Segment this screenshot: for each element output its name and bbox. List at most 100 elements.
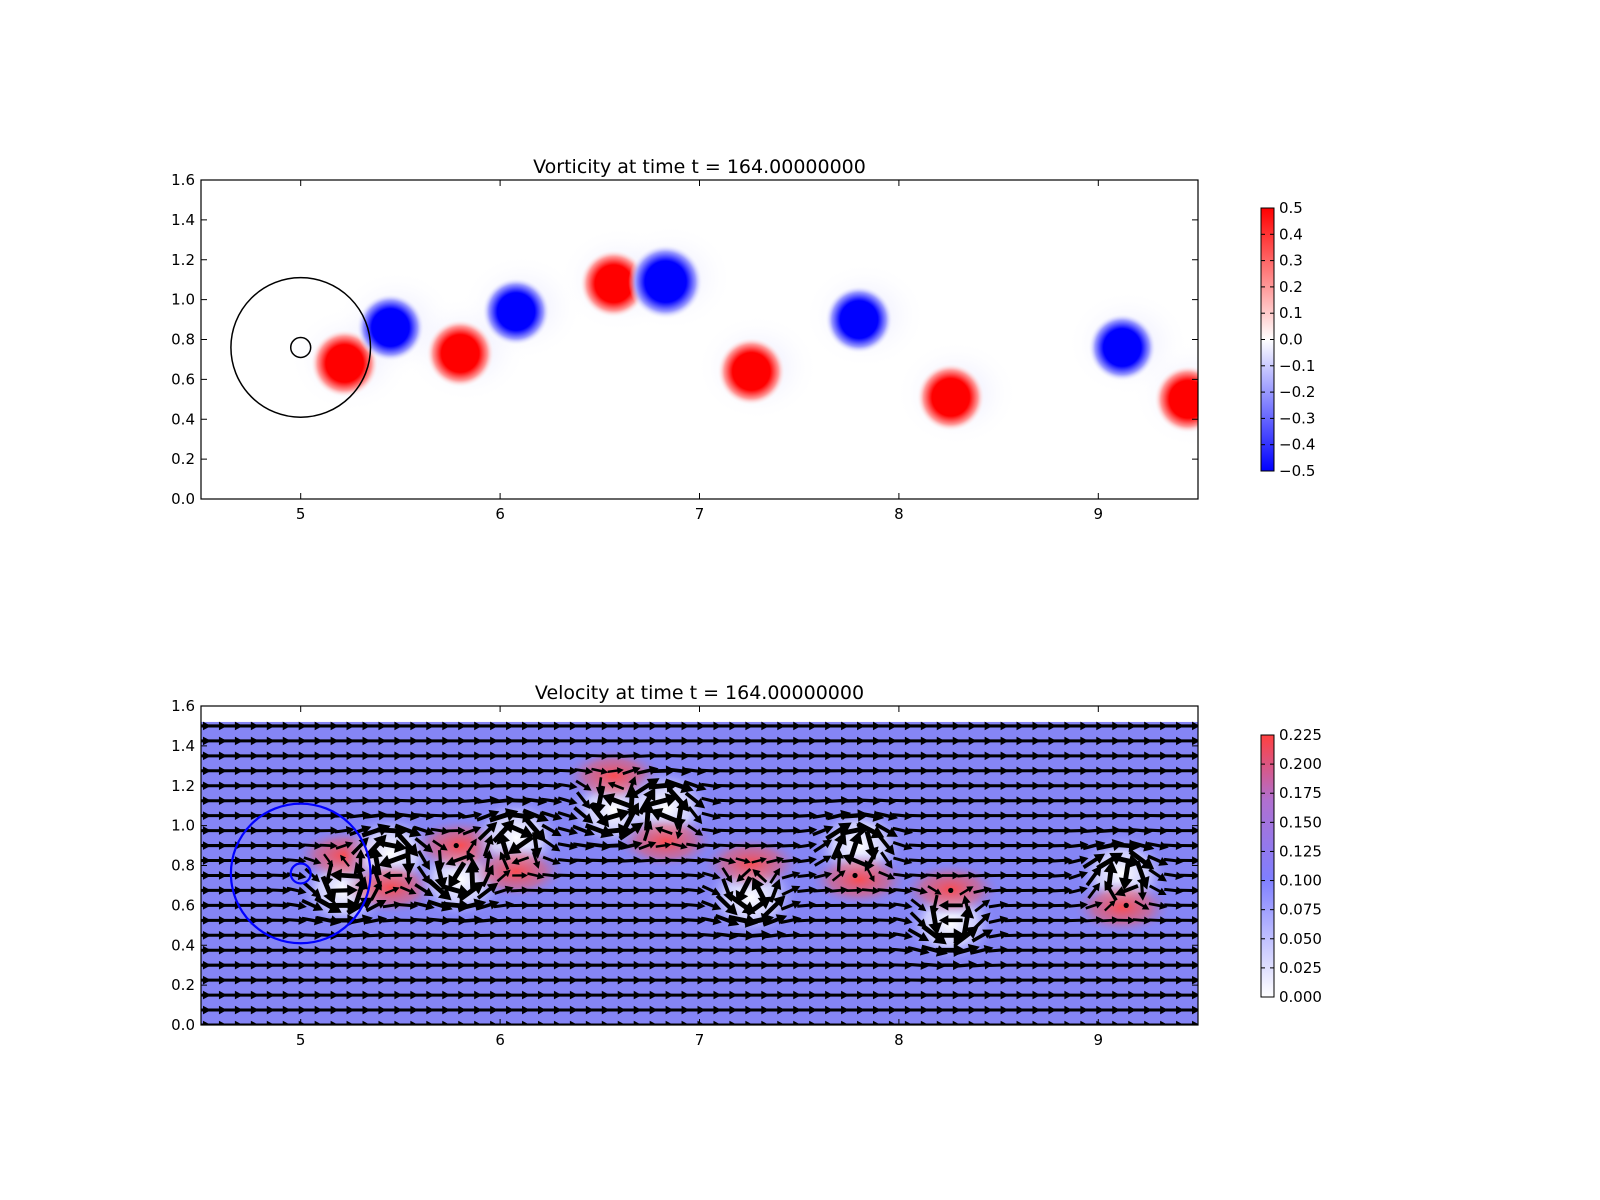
quiver-arrow [653,945,674,955]
quiver-arrow [733,721,754,731]
quiver-arrow [988,721,1009,731]
quiver-arrow [1096,839,1124,851]
quiver-arrow [201,766,211,776]
quiver-arrow [334,945,355,955]
quiver-arrow [1068,870,1089,881]
quiver-arrow [1052,811,1073,820]
quiver-arrow [334,1020,355,1025]
quiver-arrow [1004,1005,1025,1015]
quiver-arrow [350,945,371,955]
quiver-arrow [254,826,275,835]
quiver-arrow [478,751,499,761]
quiver-arrow [318,990,339,1000]
quiver-arrow [1164,930,1185,940]
quiver-arrow [590,751,610,761]
quiver-arrow [462,825,482,836]
quiver-arrow [461,796,483,805]
quiver-arrow [414,975,435,985]
quiver-arrow [350,781,371,791]
domain-circle [289,336,312,359]
quiver-arrow [669,1020,690,1025]
quiver-arrow [573,886,594,895]
quiver-arrow [1068,885,1088,895]
quiver-arrow [270,990,291,1000]
quiver-arrow [1004,901,1025,910]
quiver-arrow [864,830,879,860]
quiver-arrow [956,975,977,985]
quiver-arrow [924,1005,945,1015]
quiver-arrow [201,960,211,970]
quiver-arrow [797,796,818,805]
quiver-arrow [621,871,642,880]
quiver-arrow [892,1005,913,1015]
quiver-arrow [940,781,961,791]
quiver-arrow [972,781,993,791]
quiver-arrow [591,767,609,775]
quiver-arrow [512,872,528,879]
y-tick-label: 0.4 [171,410,195,428]
quiver-arrow [382,1005,403,1015]
quiver-arrow [315,915,342,927]
quiver-arrow [860,766,882,776]
quiver-arrow [494,721,515,731]
quiver-arrow [1164,796,1185,806]
quiver-arrow [557,871,578,880]
quiver-arrow [765,975,786,985]
quiver-arrow [430,1020,451,1025]
quiver-arrow [1132,945,1153,955]
quiver-arrow [542,838,561,852]
quiver-arrow [222,736,243,746]
quiver-arrow [605,871,626,880]
quiver-arrow [860,960,881,970]
y-tick-label: 0.4 [171,936,195,954]
quiver-arrow [527,872,545,880]
quiver-arrow [1004,856,1025,865]
colorbar-tick-label: 0.025 [1279,959,1322,977]
quiver-arrow [524,796,548,806]
quiver-arrow [1180,751,1198,761]
quiver-arrow [972,1005,993,1015]
quiver-arrow [510,930,531,940]
quiver-arrow [621,886,642,895]
quiver-arrow [382,975,403,985]
quiver-arrow [206,871,227,880]
x-tick-label: 6 [495,1031,505,1049]
quiver-arrow [1116,945,1137,955]
quiver-arrow [494,1020,515,1025]
x-tick-label: 8 [894,505,904,523]
quiver-arrow [924,856,945,865]
quiver-arrow [732,945,754,955]
quiver-arrow [541,1005,562,1015]
quiver-arrow [201,856,211,865]
quiver-arrow [1068,826,1089,835]
quiver-arrow [955,960,978,970]
quiver-arrow [404,865,413,885]
quiver-arrow [700,916,722,926]
quiver-arrow [605,975,626,985]
quiver-arrow [924,751,945,761]
quiver-arrow [206,751,227,761]
quiver-arrow [605,990,626,1000]
quiver-arrow [1004,811,1025,820]
quiver-arrow [402,845,416,876]
colorbar-tick-label: −0.4 [1279,436,1315,454]
quiver-arrow [653,930,674,940]
quiver-arrow [687,824,704,836]
quiver-arrow [765,751,786,761]
quiver-arrow [494,885,514,895]
quiver-arrow [940,721,961,731]
quiver-arrow [592,785,606,816]
quiver-arrow [382,751,403,761]
quiver-arrow [366,990,387,1000]
quiver-arrow [525,916,546,925]
quiver-arrow [496,869,511,883]
quiver-arrow [382,781,403,791]
quiver-arrow [843,795,867,806]
quiver-arrow [685,721,706,731]
quiver-arrow [254,856,275,865]
quiver-arrow [957,871,977,880]
quiver-arrow [748,945,770,955]
quiver-arrow [1100,1020,1121,1025]
quiver-arrow [1004,915,1025,925]
